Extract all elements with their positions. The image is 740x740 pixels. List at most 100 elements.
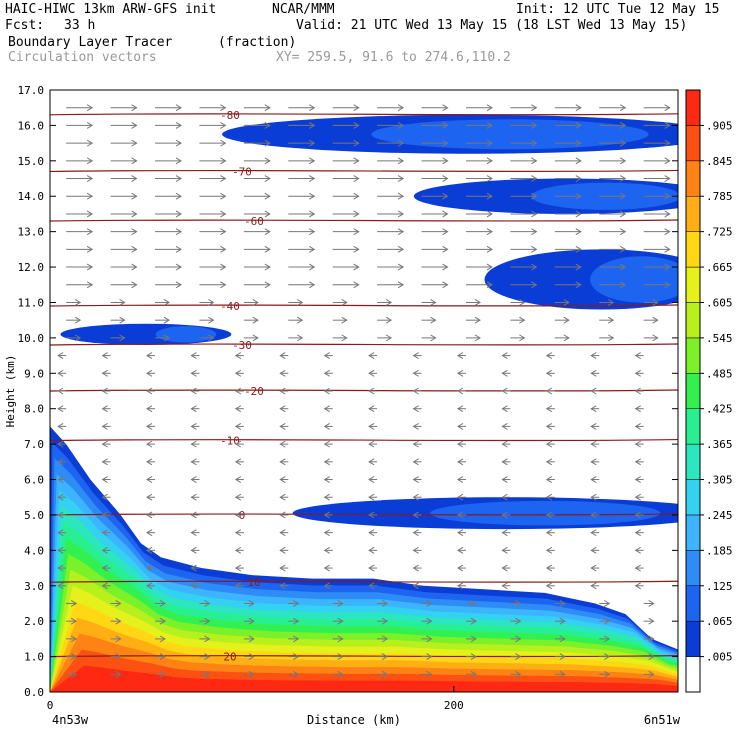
- wind-vector-head: [368, 422, 375, 430]
- wind-vector-head: [501, 352, 508, 360]
- wind-vector-head: [368, 546, 375, 554]
- wind-vector-head: [652, 316, 659, 324]
- wind-vector-head: [279, 369, 286, 377]
- wind-vector-head: [426, 600, 433, 607]
- wind-vector-head: [70, 670, 78, 678]
- wind-vector-head: [531, 104, 538, 112]
- wind-vector-head: [190, 546, 197, 554]
- wind-vector-head: [575, 157, 582, 165]
- wind-vector-head: [159, 653, 166, 661]
- field-units: (fraction): [218, 35, 297, 50]
- tracer-layer-upper-core: [155, 326, 217, 343]
- wind-vector-head: [279, 546, 286, 554]
- wind-vector-head: [430, 334, 437, 342]
- wind-vector-head: [323, 529, 330, 537]
- wind-vector-head: [131, 157, 138, 165]
- wind-vector-head: [220, 210, 227, 218]
- wind-vector-head: [190, 387, 197, 395]
- wind-vector-head: [297, 334, 304, 342]
- wind-vector-head: [293, 617, 300, 625]
- wind-vector-head: [115, 670, 122, 678]
- wind-vector-head: [86, 192, 94, 200]
- wind-vector-head: [70, 617, 78, 625]
- wind-vector-head: [234, 405, 242, 413]
- colorbar-swatch: [685, 443, 701, 480]
- wind-vector-head: [664, 157, 671, 165]
- wind-vector-head: [204, 617, 211, 625]
- wind-vector-head: [159, 635, 166, 643]
- wind-vector-head: [175, 192, 182, 200]
- wind-vector-head: [397, 175, 405, 182]
- y-tick-label: 7.0: [24, 438, 44, 451]
- wind-vector-head: [442, 245, 449, 253]
- wind-vector-head: [190, 529, 197, 537]
- wind-vector-head: [368, 476, 375, 483]
- wind-vector-head: [519, 299, 526, 306]
- wind-vector-head: [442, 121, 449, 129]
- y-tick-label: 11.0: [18, 296, 45, 309]
- wind-vector-head: [470, 635, 477, 643]
- wind-vector-head: [619, 263, 627, 271]
- wind-vector-head: [323, 564, 330, 572]
- wind-vector-head: [337, 617, 344, 625]
- wind-vector-head: [442, 192, 449, 200]
- wind-vector-head: [119, 316, 126, 324]
- isotherm-line: [50, 343, 678, 346]
- y-tick-label: 13.0: [18, 226, 45, 239]
- isotherm-label: -30: [232, 339, 252, 352]
- wind-vector-head: [248, 635, 255, 643]
- wind-vector-head: [279, 511, 286, 519]
- wind-vector-head: [353, 228, 360, 236]
- y-tick-label: 2.0: [24, 615, 44, 628]
- wind-vector-head: [309, 121, 316, 129]
- wind-vector-head: [603, 600, 611, 607]
- isotherm-line: [50, 654, 678, 658]
- colorbar-swatch: [685, 160, 701, 197]
- wind-vector-head: [115, 653, 122, 661]
- wind-vector-head: [115, 635, 122, 643]
- wind-vector-head: [501, 387, 508, 395]
- wind-vector-head: [74, 299, 82, 306]
- wind-vector-head: [86, 281, 94, 289]
- wind-vector-head: [501, 529, 508, 537]
- wind-vector-head: [412, 369, 419, 377]
- wind-vector-head: [486, 104, 493, 112]
- wind-vector-head: [248, 617, 255, 625]
- wind-vector-head: [131, 263, 138, 271]
- wind-vector-head: [309, 210, 316, 218]
- wind-vector-head: [220, 228, 227, 236]
- wind-vector-head: [545, 440, 553, 448]
- wind-vector-head: [590, 405, 597, 413]
- wind-vector-head: [323, 440, 330, 448]
- wind-vector-head: [70, 600, 78, 607]
- wind-vector-head: [457, 529, 464, 537]
- wind-vector-head: [264, 192, 271, 200]
- y-tick-label: 17.0: [18, 84, 45, 97]
- wind-vector-head: [337, 635, 344, 643]
- wind-vector-head: [603, 670, 611, 678]
- wind-vector-head: [57, 564, 64, 572]
- wind-vector-head: [74, 334, 82, 342]
- wind-vector-head: [220, 263, 227, 271]
- wind-vector-head: [234, 458, 242, 466]
- wind-vector-head: [323, 422, 330, 430]
- wind-vector-head: [664, 192, 671, 200]
- wind-vector-head: [190, 476, 197, 483]
- wind-vector-head: [652, 299, 659, 306]
- tracer-band: [50, 665, 678, 692]
- wind-vector-head: [146, 564, 153, 572]
- isotherm-line: [50, 580, 678, 583]
- wind-vector-head: [397, 139, 405, 147]
- wind-vector-head: [368, 405, 375, 413]
- wind-vector-head: [323, 476, 330, 483]
- wind-vector-head: [486, 263, 493, 271]
- wind-vector-head: [234, 387, 242, 395]
- isotherm-line: [50, 438, 678, 442]
- wind-vector-head: [442, 104, 449, 112]
- wind-vector-head: [559, 600, 566, 607]
- colorbar-swatch: [685, 620, 701, 657]
- wind-vector-head: [545, 422, 553, 430]
- wind-vector-head: [131, 210, 138, 218]
- wind-vector-head: [101, 476, 108, 483]
